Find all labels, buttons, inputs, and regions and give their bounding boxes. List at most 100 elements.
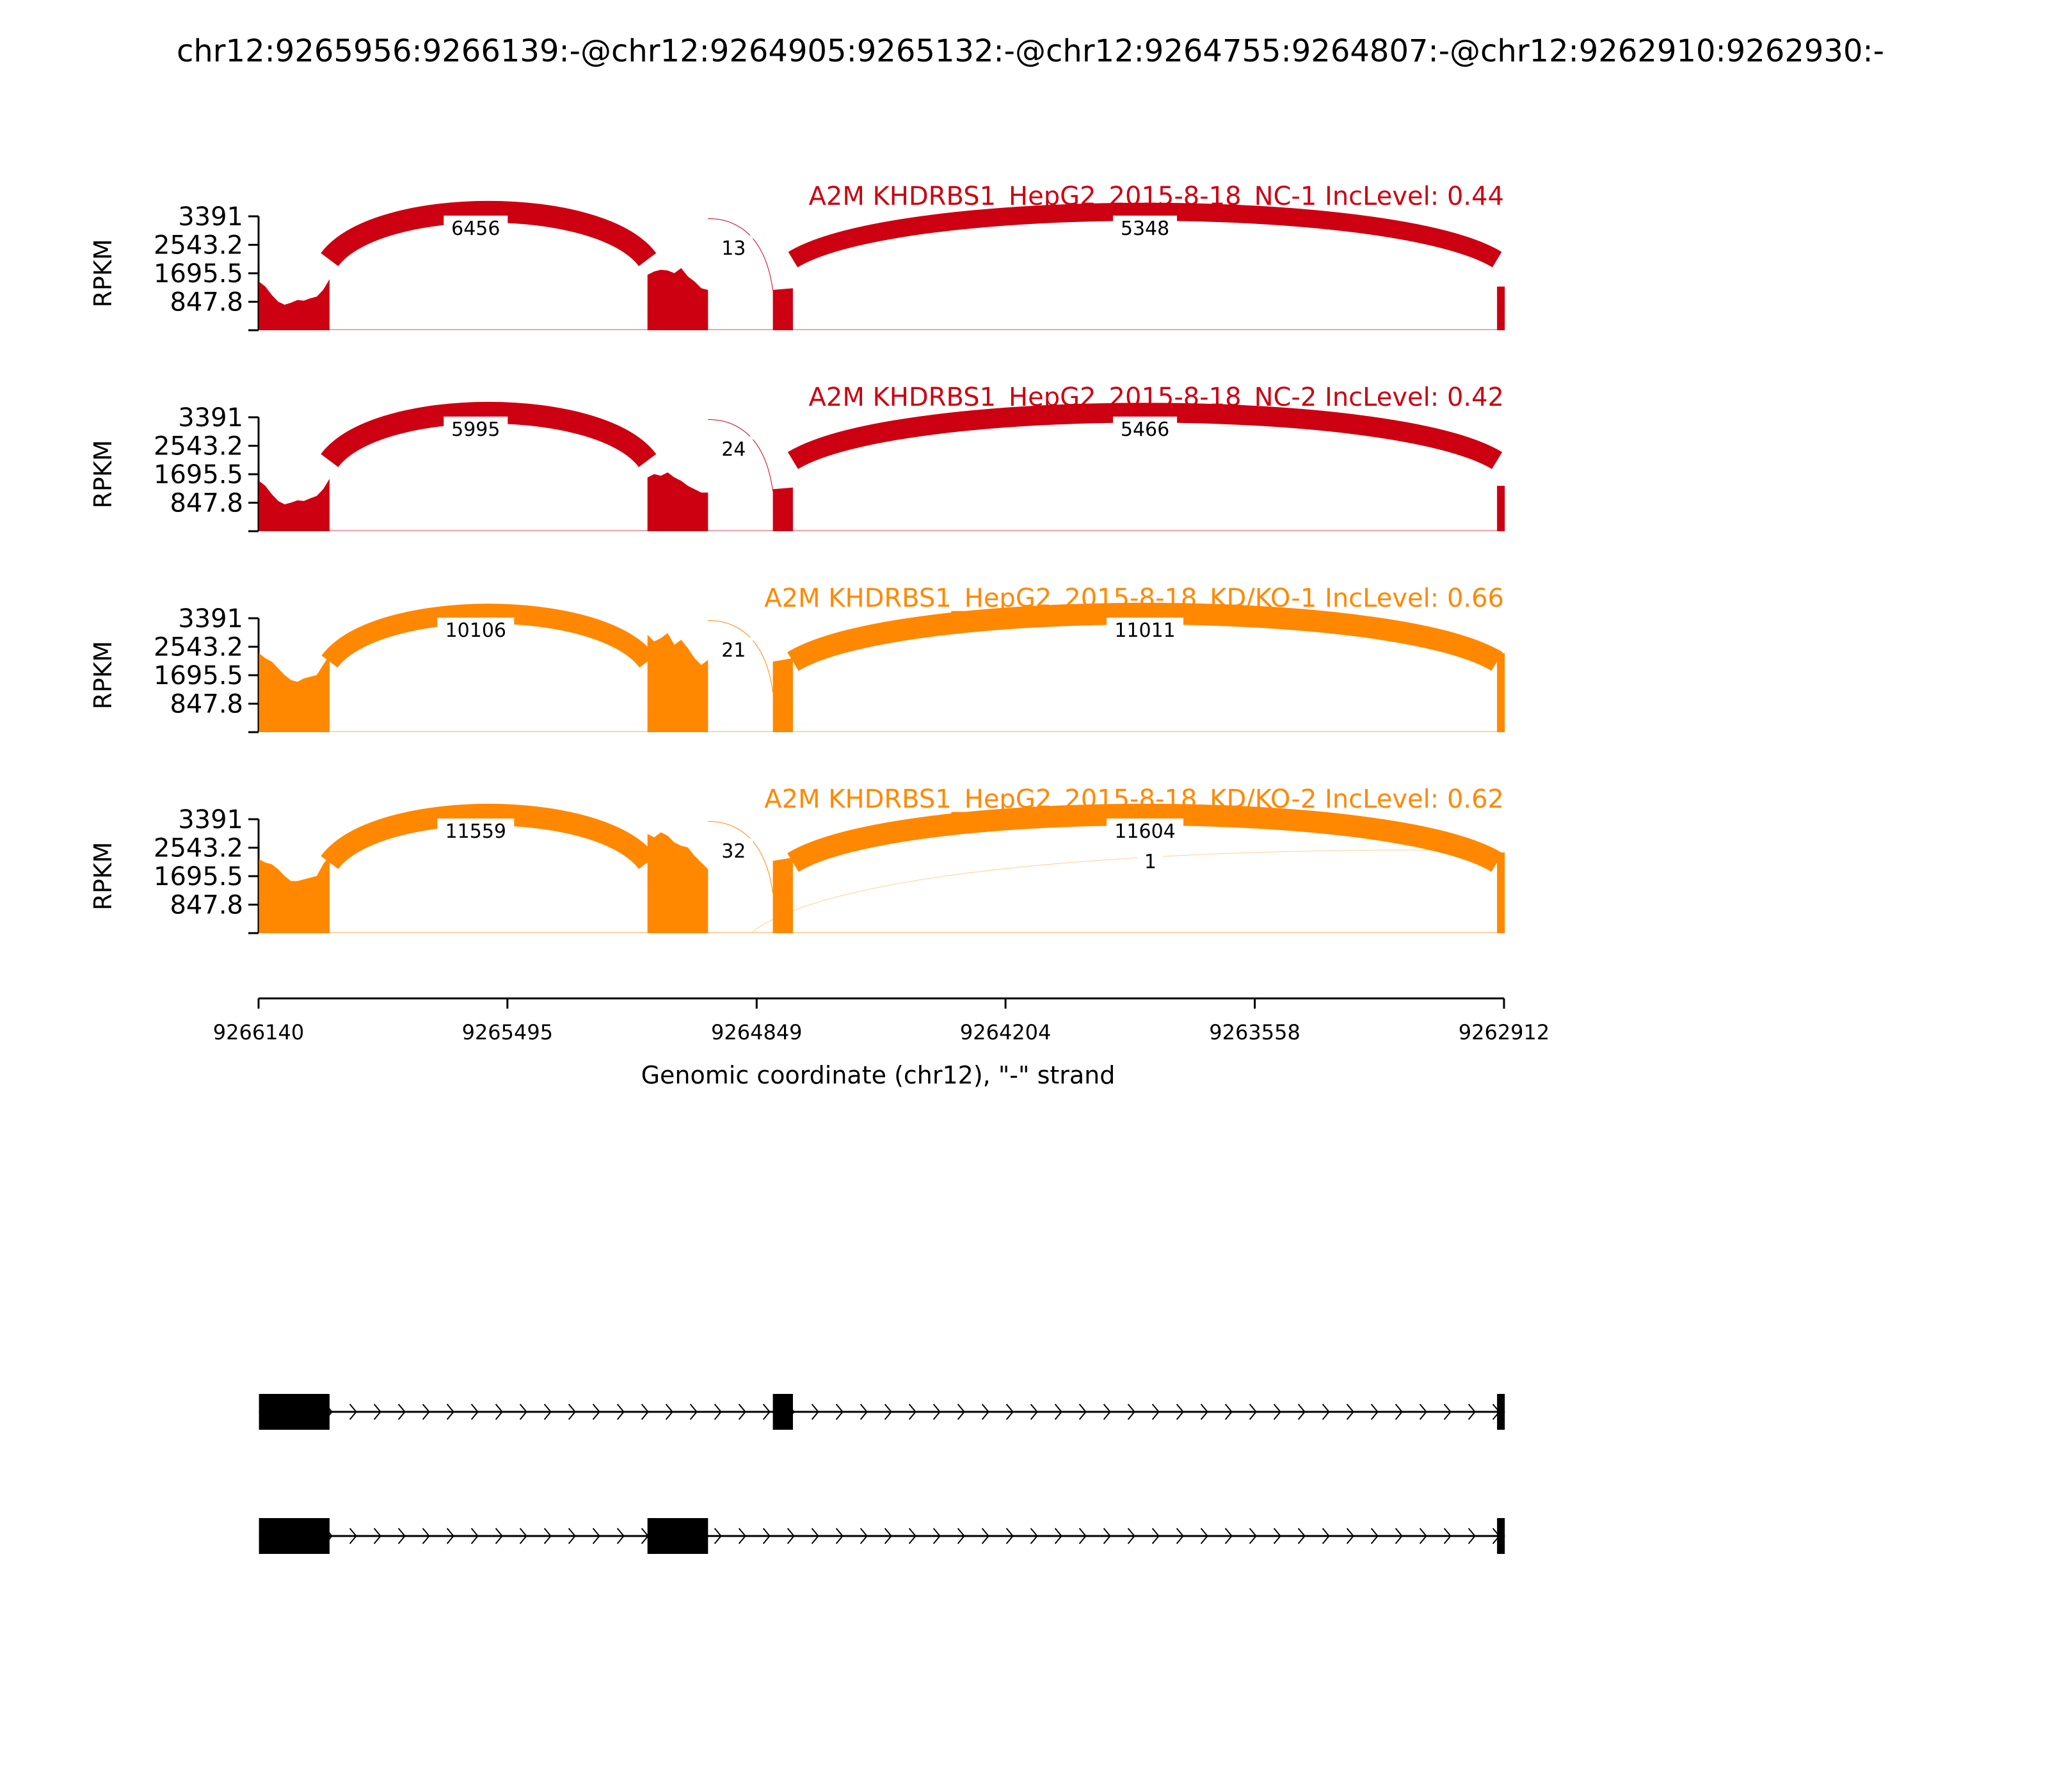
- strand-chevron: [932, 1528, 941, 1544]
- junction-label-bg: [714, 236, 753, 261]
- strand-chevron: [1030, 1404, 1038, 1420]
- junction-label-bg: [1113, 416, 1178, 442]
- x-tick-label: 9264204: [960, 1020, 1052, 1044]
- strand-chevron: [495, 1528, 503, 1544]
- strand-chevron: [665, 1404, 673, 1420]
- strand-chevron: [1395, 1528, 1403, 1544]
- junction-arc: [708, 620, 774, 692]
- y-tick-label: 847.8: [170, 890, 243, 920]
- junction-label-bg: [444, 215, 508, 241]
- strand-chevron: [957, 1528, 965, 1544]
- strand-chevron: [1176, 1528, 1184, 1544]
- strand-chevron: [1346, 1528, 1354, 1544]
- x-tick-label: 9264849: [711, 1020, 803, 1044]
- junction-label-bg: [714, 637, 753, 663]
- strand-chevron: [568, 1528, 576, 1544]
- strand-chevron: [1419, 1404, 1427, 1420]
- junction-arc: [752, 849, 1498, 932]
- figure-title: chr12:9265956:9266139:-@chr12:9264905:92…: [177, 33, 1884, 69]
- y-tick-label: 2543.2: [154, 834, 243, 863]
- strand-chevron: [592, 1404, 600, 1420]
- strand-chevron: [835, 1528, 844, 1544]
- strand-chevron: [1005, 1404, 1014, 1420]
- strand-chevron: [738, 1528, 746, 1544]
- coverage-exon-3: [772, 857, 793, 933]
- strand-chevron: [908, 1528, 916, 1544]
- junction-arc: [321, 401, 657, 468]
- junction-arc: [787, 803, 1503, 872]
- strand-chevron: [470, 1528, 479, 1544]
- strand-chevron: [349, 1404, 357, 1420]
- strand-chevron: [373, 1528, 381, 1544]
- strand-chevron: [1054, 1528, 1062, 1544]
- strand-chevron: [1249, 1404, 1257, 1420]
- junction-count-label: 32: [721, 840, 746, 863]
- junction-arc: [321, 804, 657, 870]
- junction-arc: [708, 218, 774, 291]
- strand-chevron: [908, 1404, 916, 1420]
- strand-chevron: [616, 1528, 625, 1544]
- strand-chevron: [1030, 1528, 1038, 1544]
- junction-arc: [788, 202, 1502, 268]
- strand-chevron: [1395, 1404, 1403, 1420]
- isoform-structures: [259, 1394, 1505, 1554]
- junction-label-bg: [714, 436, 753, 462]
- strand-chevron: [1127, 1528, 1135, 1544]
- junction-arc: [787, 602, 1503, 671]
- strand-chevron: [397, 1528, 406, 1544]
- junction-arc: [321, 200, 657, 267]
- junction-count-label: 5348: [1121, 218, 1169, 240]
- strand-chevron: [1322, 1528, 1330, 1544]
- strand-chevron: [1443, 1528, 1452, 1544]
- coverage-exon-2: [647, 472, 708, 531]
- x-tick-label: 9263558: [1209, 1020, 1300, 1044]
- strand-chevron: [1200, 1528, 1208, 1544]
- y-tick-label: 1695.5: [154, 661, 243, 691]
- strand-chevron: [1273, 1404, 1281, 1420]
- y-tick-label: 2543.2: [154, 231, 243, 260]
- strand-chevron: [373, 1404, 381, 1420]
- junction-count-label: 24: [721, 438, 746, 461]
- strand-chevron: [1224, 1528, 1233, 1544]
- coverage-exon-1: [259, 279, 330, 330]
- strand-chevron: [811, 1404, 819, 1420]
- strand-chevron: [714, 1404, 722, 1420]
- exon-block-exon-4: [1497, 1518, 1505, 1554]
- strand-chevron: [1297, 1404, 1306, 1420]
- strand-chevron: [1297, 1528, 1306, 1544]
- y-tick-label: 1695.5: [154, 460, 243, 490]
- strand-chevron: [762, 1404, 771, 1420]
- strand-chevron: [1005, 1528, 1014, 1544]
- x-tick-label: 9265495: [462, 1020, 554, 1044]
- coverage-exon-1: [259, 653, 330, 732]
- junction-arc: [787, 403, 1503, 470]
- junction-label-bg: [437, 617, 515, 643]
- strand-chevron: [397, 1404, 406, 1420]
- junction-label-bg: [444, 416, 508, 442]
- x-tick-label: 9262912: [1459, 1020, 1550, 1044]
- strand-chevron: [1151, 1528, 1160, 1544]
- strand-chevron: [957, 1404, 965, 1420]
- strand-chevron: [641, 1404, 649, 1420]
- junction-label-bg: [1137, 849, 1164, 875]
- y-tick-label: 3391: [178, 403, 243, 433]
- junction-count-label: 5995: [451, 419, 500, 441]
- strand-chevron: [1078, 1404, 1087, 1420]
- strand-chevron: [762, 1528, 771, 1544]
- y-axis-label: RPKM: [89, 842, 117, 910]
- strand-chevron: [1468, 1528, 1476, 1544]
- y-tick-label: 1695.5: [154, 862, 243, 892]
- strand-chevron: [1054, 1404, 1062, 1420]
- strand-chevron: [738, 1404, 746, 1420]
- strand-chevron: [1200, 1404, 1208, 1420]
- strand-chevron: [787, 1528, 795, 1544]
- y-tick-label: 3391: [178, 202, 243, 232]
- strand-chevron: [1127, 1404, 1135, 1420]
- junction-count-label: 11011: [1114, 620, 1175, 642]
- strand-chevron: [1176, 1404, 1184, 1420]
- strand-chevron: [1370, 1528, 1379, 1544]
- junction-arc: [708, 821, 774, 893]
- x-tick-label: 9266140: [213, 1020, 305, 1044]
